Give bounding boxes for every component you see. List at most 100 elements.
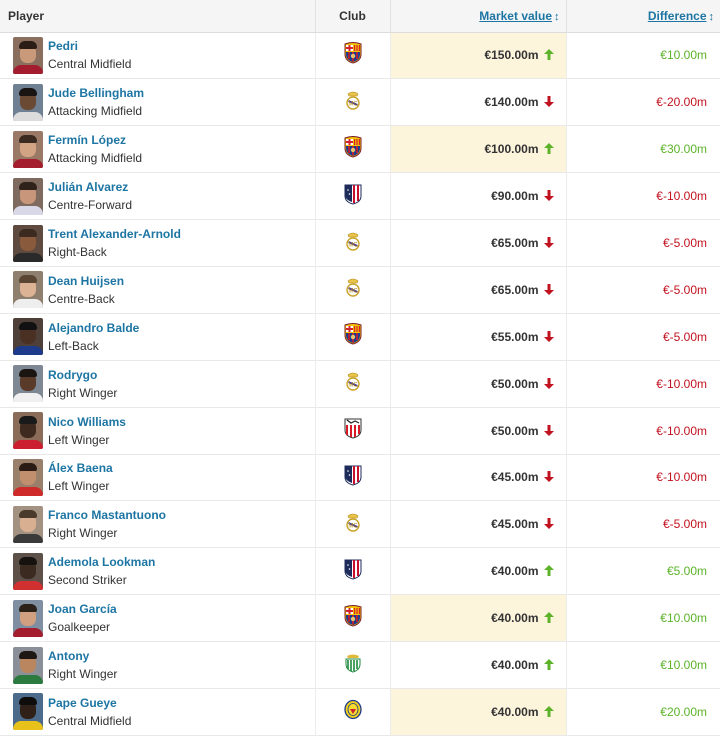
- player-photo[interactable]: [13, 83, 43, 121]
- column-header-player: Player: [0, 0, 316, 33]
- sort-difference-link[interactable]: Difference: [647, 8, 707, 23]
- market-value: €40.00m: [491, 611, 539, 626]
- difference-value: €-5.00m: [662, 236, 707, 250]
- player-photo[interactable]: [13, 458, 43, 496]
- club-cell: [315, 547, 391, 595]
- real-madrid-crest-icon[interactable]: MC: [343, 230, 363, 257]
- player-photo[interactable]: [13, 646, 43, 684]
- player-position: Left Winger: [48, 479, 110, 494]
- player-name-link[interactable]: Álex Baena: [48, 461, 113, 476]
- real-betis-crest-icon[interactable]: [343, 652, 363, 679]
- player-photo[interactable]: [13, 224, 43, 262]
- player-cell: Trent Alexander-Arnold Right-Back: [0, 219, 316, 267]
- player-photo[interactable]: [13, 599, 43, 637]
- player-photo[interactable]: [13, 693, 43, 731]
- player-cell: Ademola Lookman Second Striker: [0, 547, 316, 595]
- column-header-market-value[interactable]: Market value ↕: [390, 0, 567, 33]
- real-madrid-crest-icon[interactable]: MC: [343, 511, 363, 538]
- difference-value: €-5.00m: [662, 282, 707, 297]
- atletico-madrid-crest-icon[interactable]: [343, 464, 363, 491]
- real-madrid-crest-icon[interactable]: MC: [343, 370, 363, 397]
- player-name-link[interactable]: Dean Huijsen: [48, 273, 125, 288]
- arrow-up-icon: [543, 611, 555, 625]
- player-cell: Franco Mastantuono Right Winger: [0, 500, 316, 548]
- player-photo[interactable]: [13, 552, 43, 590]
- player-photo[interactable]: [13, 412, 43, 450]
- player-position: Right Winger: [48, 526, 118, 541]
- difference-cell: €-5.00m: [566, 220, 720, 267]
- player-name-link[interactable]: Antony: [48, 649, 90, 664]
- player-photo[interactable]: [13, 177, 43, 215]
- difference-value: €-5.00m: [662, 329, 707, 344]
- atletico-madrid-crest-icon[interactable]: [343, 183, 363, 210]
- difference-cell: €-5.00m: [566, 313, 720, 360]
- player-name-link[interactable]: Fermín López: [48, 133, 127, 148]
- real-madrid-crest-icon[interactable]: MC: [343, 89, 363, 116]
- sort-arrows-icon[interactable]: ↕: [708, 10, 715, 23]
- club-cell: [315, 125, 391, 173]
- player-position: Attacking Midfield: [48, 104, 143, 119]
- barcelona-crest-icon[interactable]: [343, 41, 363, 69]
- market-value-cell: €50.00m: [390, 360, 567, 408]
- difference-value: €20.00m: [660, 704, 707, 719]
- player-position: Right Winger: [48, 385, 118, 400]
- player-position: Centre-Forward: [48, 198, 133, 213]
- atletico-madrid-crest-icon[interactable]: [343, 558, 363, 585]
- difference-cell: €-10.00m: [566, 360, 720, 407]
- player-name-link[interactable]: Rodrygo: [48, 367, 98, 382]
- barcelona-crest-icon[interactable]: [343, 604, 363, 632]
- player-name-link[interactable]: Nico Williams: [48, 414, 126, 429]
- player-cell: Rodrygo Right Winger: [0, 360, 316, 408]
- column-header-difference[interactable]: Difference ↕: [566, 0, 720, 33]
- barcelona-crest-icon[interactable]: [343, 323, 363, 350]
- sort-arrows-icon[interactable]: ↕: [554, 10, 560, 23]
- player-photo[interactable]: [13, 318, 43, 356]
- club-cell: MC: [315, 360, 391, 408]
- market-value-cell: €40.00m: [390, 641, 567, 689]
- player-photo[interactable]: [13, 36, 43, 74]
- svg-text:MC: MC: [348, 242, 358, 248]
- player-name-link[interactable]: Franco Mastantuono: [48, 508, 167, 523]
- player-name-link[interactable]: Trent Alexander-Arnold: [48, 227, 181, 241]
- player-position: Second Striker: [48, 573, 127, 588]
- table-row: Jude Bellingham Attacking Midfield MC €1…: [0, 78, 720, 126]
- player-name-link[interactable]: Pape Gueye: [48, 695, 117, 710]
- player-cell: Fermín López Attacking Midfield: [0, 125, 316, 173]
- player-name-link[interactable]: Julián Alvarez: [48, 180, 129, 195]
- player-name-link[interactable]: Pedri: [48, 39, 79, 54]
- svg-text:MC: MC: [348, 101, 358, 107]
- club-cell: MC: [315, 78, 391, 126]
- svg-text:MC: MC: [348, 383, 358, 389]
- player-photo[interactable]: [13, 130, 43, 168]
- club-cell: MC: [315, 500, 391, 548]
- player-name-link[interactable]: Joan García: [48, 602, 117, 617]
- difference-value: €-5.00m: [662, 517, 707, 532]
- sort-market-value-link[interactable]: Market value: [479, 8, 552, 23]
- club-cell: [315, 641, 391, 689]
- difference-cell: €30.00m: [566, 126, 720, 173]
- market-value: €55.00m: [491, 329, 539, 344]
- club-cell: [315, 594, 391, 642]
- player-name-link[interactable]: Jude Bellingham: [48, 86, 145, 101]
- market-value-cell: €55.00m: [390, 313, 567, 361]
- player-photo[interactable]: [13, 271, 43, 309]
- market-value-cell: €140.00m: [390, 78, 567, 126]
- player-photo[interactable]: [13, 505, 43, 543]
- player-name-link[interactable]: Alejandro Balde: [48, 320, 140, 335]
- market-value-cell: €50.00m: [390, 407, 567, 455]
- table-row: Álex Baena Left Winger €45.00m €-10.00m: [0, 454, 720, 501]
- athletic-bilbao-crest-icon[interactable]: [343, 417, 363, 444]
- villarreal-crest-icon[interactable]: [343, 698, 363, 725]
- market-value: €90.00m: [491, 189, 539, 204]
- arrow-up-icon: [543, 142, 555, 156]
- club-cell: [315, 172, 391, 220]
- player-name-link[interactable]: Ademola Lookman: [48, 555, 156, 570]
- player-photo[interactable]: [13, 365, 43, 403]
- difference-value: €-20.00m: [656, 95, 707, 110]
- table-row: Franco Mastantuono Right Winger MC €45.0…: [0, 500, 720, 548]
- difference-value: €-10.00m: [656, 470, 707, 485]
- real-madrid-crest-icon[interactable]: MC: [343, 276, 363, 303]
- market-value: €40.00m: [491, 704, 539, 719]
- barcelona-crest-icon[interactable]: [343, 135, 363, 163]
- difference-value: €-10.00m: [656, 189, 707, 204]
